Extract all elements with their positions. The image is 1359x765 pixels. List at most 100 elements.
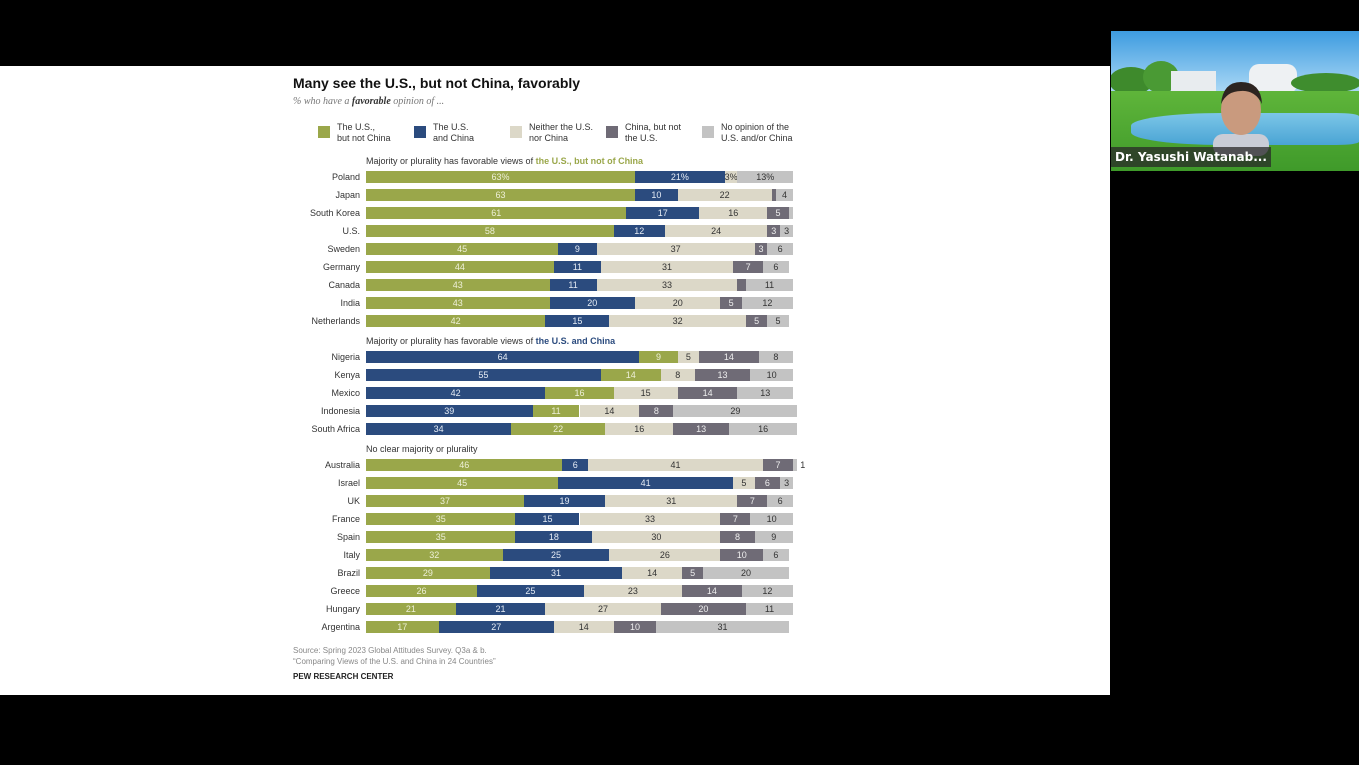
bar-segment-us-not-china: 61 xyxy=(366,207,627,219)
bar-row: South Africa 34 22 16 13 16 xyxy=(293,423,813,436)
bar-segment-china-not-us: 7 xyxy=(763,459,793,471)
subtitle-bold: favorable xyxy=(351,96,391,107)
country-label: Italy xyxy=(343,550,360,560)
country-label: India xyxy=(340,298,360,308)
country-label: Netherlands xyxy=(311,316,360,326)
bar-segment-neither: 3% xyxy=(724,171,738,183)
bar-segment-us-and-china: 25 xyxy=(477,585,584,597)
bar-segment-us-not-china: 58 xyxy=(366,225,614,237)
bar-segment-china-not-us: 7 xyxy=(733,261,764,273)
bar-segment-neither: 23 xyxy=(583,585,682,597)
bar-segment-neither: 5 xyxy=(733,477,755,489)
legend-label: No opinion of the U.S. and/or China xyxy=(721,122,793,143)
group-header: Majority or plurality has favorable view… xyxy=(366,336,615,346)
bar-segment-us-not-china: 45 xyxy=(366,477,559,489)
bar-segment-us-not-china: 45 xyxy=(366,243,559,255)
bar-segment-us-not-china: 29 xyxy=(366,567,490,579)
country-label: Japan xyxy=(335,190,360,200)
legend-item-no-opinion: No opinion of the U.S. and/or China xyxy=(702,122,793,144)
legend-swatch xyxy=(606,126,618,138)
subtitle-suffix: opinion of ... xyxy=(390,96,445,107)
bar-segment-us-not-china: 37 xyxy=(366,495,524,507)
bar-segment-no-opinion: 20 xyxy=(703,567,789,579)
bar-segment-neither: 33 xyxy=(579,513,721,525)
country-label: Hungary xyxy=(325,604,360,614)
bar-segment-us-not-china: 43 xyxy=(366,279,550,291)
bar-segment-us-not-china: 35 xyxy=(366,531,516,543)
chart-title: Many see the U.S., but not China, favora… xyxy=(293,75,581,91)
bar-segment-us-and-china: 31 xyxy=(489,567,623,579)
bar-segment-neither: 33 xyxy=(596,279,738,291)
bar-segment-us-and-china: 11 xyxy=(553,261,601,273)
bar-segment-neither: 8 xyxy=(660,369,695,381)
bar-segment-us-not-china: 16 xyxy=(545,387,614,399)
legend-swatch xyxy=(510,126,522,138)
video-background-trees xyxy=(1111,61,1359,95)
bar-row: Greece 26 25 23 14 12 xyxy=(293,585,813,598)
participant-video-tile[interactable]: Dr. Yasushi Watanab... xyxy=(1111,31,1359,171)
bar-row: Sweden 45 9 37 3 6 xyxy=(293,243,813,256)
bar-segment-us-and-china: 55 xyxy=(366,369,601,381)
bar-segment-neither: 14 xyxy=(579,405,640,417)
bar-segment-no-opinion: 3 xyxy=(780,477,793,489)
group-header-text: Majority or plurality has favorable view… xyxy=(366,336,536,346)
bar-segment-us-and-china: 17 xyxy=(626,207,700,219)
bar-segment-neither: 16 xyxy=(605,423,674,435)
bar-segment-no-opinion xyxy=(788,207,793,219)
bar-segment-us-and-china: 25 xyxy=(502,549,610,561)
subtitle-prefix: % who have a xyxy=(293,96,352,107)
country-label: Australia xyxy=(324,460,360,470)
country-label: UK xyxy=(347,496,360,506)
legend-label: The U.S., but not China xyxy=(337,122,391,143)
country-label: Greece xyxy=(330,586,360,596)
bar-row: U.S. 58 12 24 3 3 xyxy=(293,225,813,238)
bar-segment-us-and-china: 42 xyxy=(366,387,546,399)
bar-row: Mexico 42 16 15 14 13 xyxy=(293,387,813,400)
chart-legend: The U.S., but not China The U.S. and Chin… xyxy=(318,122,818,146)
legend-item-us-not-china: The U.S., but not China xyxy=(318,122,391,144)
bar-segment-us-not-china: 63% xyxy=(366,171,635,183)
bar-row: Brazil 29 31 14 5 20 xyxy=(293,567,813,580)
bar-segment-neither: 30 xyxy=(592,531,721,543)
country-label: France xyxy=(331,514,360,524)
bar-segment-neither: 16 xyxy=(699,207,768,219)
bar-segment-china-not-us: 3 xyxy=(767,225,781,237)
bar-segment-us-and-china: 19 xyxy=(523,495,606,507)
bar-segment-no-opinion: 11 xyxy=(746,279,793,291)
country-label: Israel xyxy=(337,478,360,488)
bar-segment-us-not-china: 17 xyxy=(366,621,439,633)
bar-segment-us-and-china: 21% xyxy=(635,171,725,183)
bar-row: Germany 44 11 31 7 6 xyxy=(293,261,813,274)
bar-segment-us-and-china: 39 xyxy=(366,405,533,417)
bar-row: India 43 20 20 5 12 xyxy=(293,297,813,310)
bar-segment-neither: 14 xyxy=(622,567,682,579)
bar-segment-us-not-china: 11 xyxy=(532,405,580,417)
bar-segment-china-not-us: 13 xyxy=(673,423,729,435)
bar-segment-us-not-china: 42 xyxy=(366,315,546,327)
bar-segment-neither: 37 xyxy=(596,243,755,255)
legend-item-neither: Neither the U.S. nor China xyxy=(510,122,593,144)
country-label: Germany xyxy=(322,262,360,272)
bar-row: Israel 45 41 5 6 3 xyxy=(293,477,813,490)
bar-segment-no-opinion: 6 xyxy=(763,549,789,561)
bar-row: Italy 32 25 26 10 6 xyxy=(293,549,813,562)
bar-segment-china-not-us: 8 xyxy=(639,405,674,417)
bar-segment-neither: 41 xyxy=(588,459,764,471)
bar-segment-neither: 32 xyxy=(609,315,746,327)
country-label: Canada xyxy=(328,280,360,290)
bar-segment-no-opinion: 10 xyxy=(750,369,793,381)
bar-row: Netherlands 42 15 32 5 5 xyxy=(293,315,813,328)
group-header-text: No clear majority or plurality xyxy=(366,444,478,454)
bar-segment-us-and-china: 6 xyxy=(562,459,589,471)
country-label: Mexico xyxy=(331,388,360,398)
chart: Many see the U.S., but not China, favora… xyxy=(293,66,813,695)
bar-segment-china-not-us: 14 xyxy=(677,387,738,399)
legend-label: Neither the U.S. nor China xyxy=(529,122,594,143)
bar-row: UK 37 19 31 7 6 xyxy=(293,495,813,508)
bar-segment-us-not-china: 14 xyxy=(600,369,661,381)
bar-row: Kenya 55 14 8 13 10 xyxy=(293,369,813,382)
bar-segment-china-not-us: 5 xyxy=(720,297,742,309)
bar-segment-no-opinion: 5 xyxy=(767,315,789,327)
legend-swatch xyxy=(702,126,714,138)
bar-row: Poland 63% 21% 3% 13% xyxy=(293,171,813,184)
